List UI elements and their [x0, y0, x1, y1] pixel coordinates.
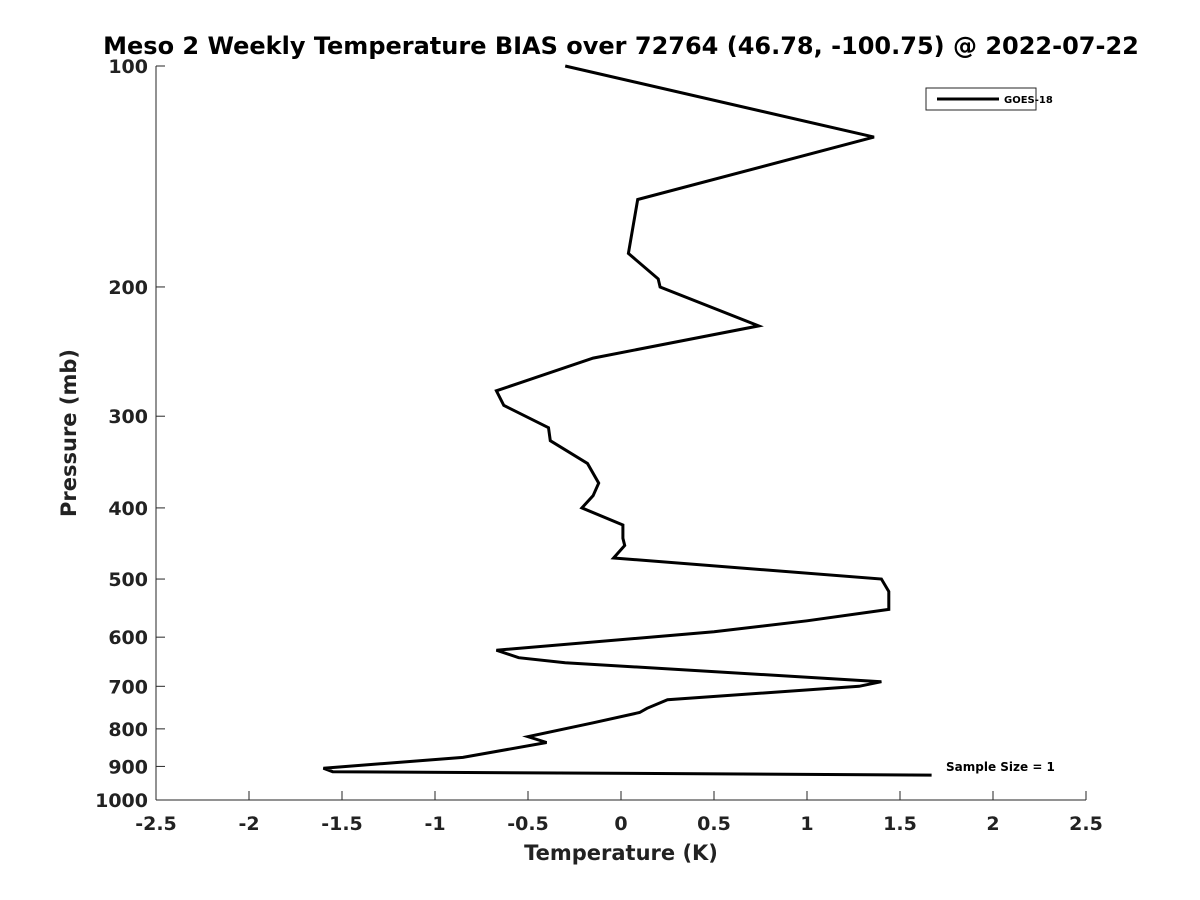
series-line-goes-18 — [322, 64, 932, 777]
x-ticks: -2.5 -2 -1.5 -1 -0.5 0 0.5 1 1.5 2 2.5 — [135, 791, 1103, 835]
x-tick-label: -1.5 — [321, 813, 363, 835]
y-tick-label: 600 — [108, 627, 148, 649]
chart-title: Meso 2 Weekly Temperature BIAS over 7276… — [103, 32, 1139, 60]
sample-size-annotation: Sample Size = 1 — [946, 760, 1055, 774]
y-tick-label: 700 — [108, 676, 148, 698]
y-tick-label: 900 — [108, 756, 148, 778]
x-tick-label: 1.5 — [883, 813, 917, 835]
series-layer — [322, 64, 932, 777]
x-tick-label: 2.5 — [1069, 813, 1103, 835]
x-tick-label: -0.5 — [507, 813, 549, 835]
x-axis-label: Temperature (K) — [524, 841, 718, 865]
legend-entry-goes-18: GOES-18 — [1004, 95, 1053, 106]
y-tick-label: 100 — [108, 56, 148, 78]
y-tick-label: 400 — [108, 498, 148, 520]
y-tick-label: 1000 — [95, 790, 148, 812]
y-ticks: 100 200 300 400 500 600 700 800 900 1000 — [95, 56, 165, 812]
x-tick-label: -1 — [424, 813, 445, 835]
x-tick-label: -2 — [238, 813, 259, 835]
x-tick-label: 2 — [986, 813, 999, 835]
x-tick-label: 0 — [614, 813, 627, 835]
y-tick-label: 300 — [108, 406, 148, 428]
legend: GOES-18 — [925, 87, 1053, 111]
x-tick-label: -2.5 — [135, 813, 177, 835]
y-tick-label: 800 — [108, 719, 148, 741]
y-axis-label: Pressure (mb) — [57, 349, 81, 517]
x-tick-label: 0.5 — [697, 813, 731, 835]
x-tick-label: 1 — [800, 813, 813, 835]
y-tick-label: 500 — [108, 569, 148, 591]
y-tick-label: 200 — [108, 277, 148, 299]
